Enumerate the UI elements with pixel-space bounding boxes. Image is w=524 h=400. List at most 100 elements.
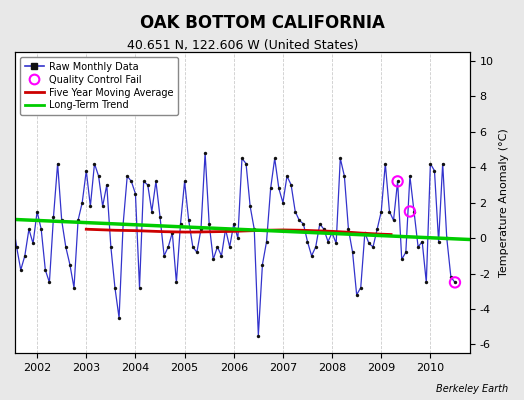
Point (139, 178, 148, 184)
Point (315, 221, 324, 227)
Point (225, 244, 234, 250)
Point (82, 168, 91, 174)
Point (439, 160, 447, 167)
Point (242, 160, 250, 167)
Point (308, 253, 316, 259)
Point (410, 208, 418, 215)
Point (254, 332, 263, 339)
Point (193, 249, 201, 256)
Point (275, 185, 283, 192)
Point (20, 253, 29, 259)
Point (270, 155, 279, 162)
Point (4, 221, 13, 227)
Point (356, 284, 365, 291)
Point (377, 208, 386, 215)
Point (336, 155, 344, 162)
Point (201, 150, 209, 156)
Point (234, 235, 242, 241)
Point (8, 217, 17, 224)
Point (401, 249, 410, 256)
Point (197, 226, 205, 232)
Point (131, 190, 139, 197)
Text: OAK BOTTOM CALIFORNIA: OAK BOTTOM CALIFORNIA (139, 14, 385, 32)
Point (119, 221, 127, 227)
Point (246, 203, 254, 209)
Point (0, 262, 4, 268)
Point (70, 284, 78, 291)
Point (398, 256, 406, 262)
Point (266, 185, 275, 192)
Y-axis label: Temperature Anomaly (°C): Temperature Anomaly (°C) (499, 128, 509, 277)
Point (99, 203, 107, 209)
Title: 40.651 N, 122.606 W (United States): 40.651 N, 122.606 W (United States) (127, 39, 358, 52)
Point (135, 284, 144, 291)
Point (86, 203, 94, 209)
Point (418, 238, 427, 245)
Point (414, 244, 422, 250)
Point (348, 249, 357, 256)
Point (177, 221, 185, 227)
Point (144, 182, 152, 188)
Point (324, 238, 332, 245)
Point (66, 262, 74, 268)
Point (369, 244, 377, 250)
Point (287, 182, 296, 188)
Point (340, 173, 348, 179)
Point (49, 214, 58, 220)
Point (385, 208, 394, 215)
Point (74, 217, 82, 224)
Point (422, 279, 431, 286)
Point (160, 253, 168, 259)
Point (103, 182, 111, 188)
Point (62, 244, 70, 250)
Point (299, 221, 308, 227)
Text: Berkeley Earth: Berkeley Earth (436, 384, 508, 394)
Point (45, 279, 53, 286)
Point (217, 253, 226, 259)
Point (37, 226, 46, 232)
Point (90, 160, 99, 167)
Point (451, 279, 459, 286)
Point (164, 244, 172, 250)
Point (389, 217, 398, 224)
Point (373, 226, 381, 232)
Point (406, 173, 414, 179)
Point (430, 168, 439, 174)
Point (53, 160, 62, 167)
Point (213, 244, 222, 250)
Point (332, 240, 341, 246)
Point (78, 200, 86, 206)
Point (365, 240, 373, 246)
Point (311, 244, 320, 250)
Point (13, 244, 21, 250)
Point (279, 200, 287, 206)
Point (0, 274, 8, 280)
Point (41, 267, 50, 273)
Point (238, 155, 246, 162)
Point (394, 178, 402, 184)
Point (361, 230, 369, 236)
Point (303, 238, 312, 245)
Point (94, 173, 103, 179)
Point (156, 214, 164, 220)
Point (180, 178, 189, 184)
Point (127, 178, 136, 184)
Point (123, 173, 132, 179)
Point (328, 230, 336, 236)
Point (263, 238, 271, 245)
Point (33, 208, 41, 215)
Point (230, 221, 238, 227)
Point (291, 208, 299, 215)
Point (353, 292, 361, 298)
Point (406, 208, 414, 215)
Point (250, 226, 258, 232)
Point (451, 279, 459, 286)
Point (205, 221, 213, 227)
Point (25, 226, 33, 232)
Point (111, 284, 119, 291)
Point (17, 267, 25, 273)
Point (172, 279, 181, 286)
Point (295, 217, 303, 224)
Point (58, 217, 66, 224)
Point (209, 256, 217, 262)
